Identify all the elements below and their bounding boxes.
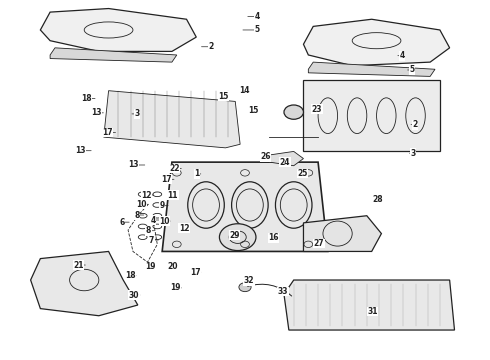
Text: 5: 5 [255,26,260,35]
Text: 20: 20 [168,262,178,271]
Text: 17: 17 [161,175,171,184]
Text: 30: 30 [129,291,139,300]
Text: 23: 23 [312,105,322,114]
Text: 32: 32 [244,276,254,285]
Ellipse shape [220,224,256,251]
Text: 22: 22 [169,164,180,173]
Text: 33: 33 [278,287,288,296]
Polygon shape [162,162,328,251]
Polygon shape [284,280,455,330]
Text: 17: 17 [190,268,200,277]
Text: 8: 8 [134,211,140,220]
Polygon shape [303,19,450,66]
Text: 8: 8 [146,226,151,235]
Text: 21: 21 [73,261,84,270]
Text: 4: 4 [255,12,260,21]
Text: 25: 25 [297,169,308,178]
Text: 11: 11 [168,190,178,199]
Text: 28: 28 [372,195,383,204]
Text: 19: 19 [145,262,155,271]
Text: 3: 3 [411,149,416,158]
Polygon shape [270,152,303,166]
Text: 10: 10 [136,200,147,209]
Polygon shape [303,216,381,251]
Text: 9: 9 [160,201,165,210]
Text: 29: 29 [229,231,240,240]
Text: 4: 4 [399,51,405,60]
Polygon shape [40,9,196,51]
Polygon shape [308,62,435,76]
Text: 13: 13 [91,108,101,117]
Text: 27: 27 [314,239,324,248]
Text: 5: 5 [409,66,414,75]
Text: 15: 15 [218,91,228,100]
Text: 26: 26 [260,152,270,161]
Text: 4: 4 [151,216,156,225]
Text: 31: 31 [368,307,378,316]
Text: 18: 18 [81,94,92,103]
Text: 7: 7 [149,235,154,244]
Text: 16: 16 [268,233,278,242]
Ellipse shape [239,283,251,292]
Text: 14: 14 [239,86,249,95]
Text: 1: 1 [195,170,200,179]
Polygon shape [104,91,240,148]
Text: 10: 10 [159,217,170,226]
Text: 24: 24 [280,158,290,167]
Text: 19: 19 [171,283,181,292]
Text: 18: 18 [125,271,136,280]
Text: 2: 2 [208,42,214,51]
Text: 6: 6 [120,218,125,227]
Text: 13: 13 [128,161,138,170]
Text: 12: 12 [141,190,152,199]
Text: 17: 17 [102,128,113,137]
Polygon shape [50,48,177,62]
Ellipse shape [284,105,303,119]
Text: 2: 2 [412,120,417,129]
Polygon shape [303,80,440,152]
Text: 13: 13 [75,146,86,155]
Text: 3: 3 [134,109,140,118]
Polygon shape [30,251,138,316]
Text: 15: 15 [248,106,259,115]
Text: 12: 12 [179,224,189,233]
